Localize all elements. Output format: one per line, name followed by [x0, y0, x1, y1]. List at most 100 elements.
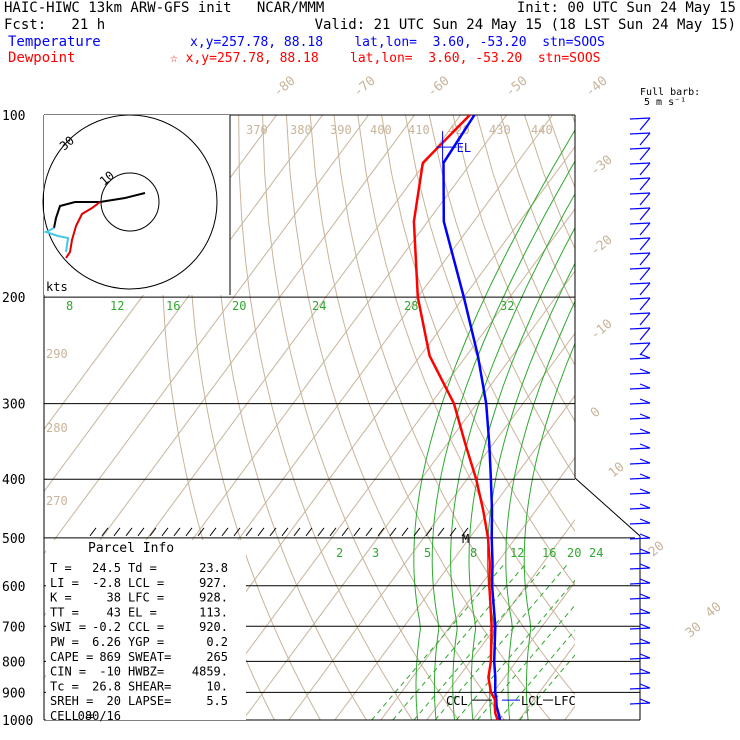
parcel-info-cell: SREH =	[50, 694, 93, 708]
wind-barb-shaft	[639, 162, 651, 176]
wind-barb-flag	[629, 672, 651, 675]
wind-barb-flag	[629, 687, 651, 690]
isotherm-label: 40	[703, 600, 725, 622]
hodograph-unit-label: kts	[46, 280, 68, 294]
parcel-info-cell: CELL =	[50, 709, 93, 723]
hatch-mark	[161, 527, 169, 537]
parcel-info-cell: 080/16	[78, 709, 121, 723]
isotherm-label: 0	[588, 405, 604, 422]
mixing-ratio-line	[371, 562, 506, 720]
mixing-ratio-line	[434, 562, 570, 720]
parcel-info-cell: 265	[206, 650, 228, 664]
wind-barb-shaft	[639, 132, 651, 146]
parcel-info-cell: -0.2	[92, 620, 121, 634]
parcel-info-cell: 0.2	[206, 635, 228, 649]
mixing-ratio-label: 2	[336, 546, 343, 560]
wind-barb-shaft	[639, 533, 651, 539]
wind-barb-shaft	[639, 368, 651, 374]
isotherm-label: -80	[271, 73, 299, 100]
wind-barb-shaft	[639, 623, 651, 629]
dry-adiabat-line	[381, 115, 575, 587]
parcel-info-cell: 24.5	[92, 561, 121, 575]
parcel-info-cell: -2.8	[92, 576, 121, 590]
wind-barb-flag	[629, 267, 651, 270]
lcl-label: LCL	[521, 694, 543, 708]
parcel-info-cell: LI =	[50, 576, 79, 590]
parcel-info-cell: 43	[107, 605, 121, 619]
wind-barb-flag	[629, 567, 651, 570]
parcel-info-cell: K =	[50, 591, 72, 605]
hatch-mark	[341, 527, 349, 537]
hatch-mark	[305, 527, 313, 537]
wind-barb-flag	[629, 627, 651, 630]
hatch-mark	[125, 527, 133, 537]
wind-barb-shaft	[639, 237, 651, 251]
dry-adiabat-label: 420	[448, 123, 470, 137]
wind-barb-shaft	[639, 608, 651, 614]
wind-barb-flag	[629, 132, 651, 135]
hatch-mark	[209, 527, 217, 537]
wind-barb-flag	[629, 522, 651, 525]
temperature-profile	[442, 114, 502, 721]
parcel-info-cell: TT =	[50, 605, 79, 619]
wind-barb-shaft	[639, 312, 651, 326]
dry-adiabat-label: 430	[489, 123, 511, 137]
hatch-mark	[329, 527, 337, 537]
dry-adiabat-line	[620, 115, 740, 720]
wind-barb-shaft	[639, 222, 651, 236]
temperature-legend-info: x,y=257.78, 88.18 lat,lon= 3.60, -53.20 …	[190, 35, 605, 50]
moist-adiabat-label: 20	[232, 299, 246, 313]
hatch-mark	[257, 527, 265, 537]
wind-barb-shaft	[639, 147, 651, 161]
hodograph-background	[44, 115, 230, 295]
wind-barb-shaft	[639, 177, 651, 191]
isotherm-line	[426, 518, 575, 720]
pressure-label: 1000	[2, 714, 33, 729]
hatch-mark	[401, 527, 409, 537]
parcel-info-cell: PW =	[50, 635, 79, 649]
hodograph-ring-outer	[42, 114, 218, 290]
wind-barb-shaft	[639, 383, 651, 389]
wind-barb-shaft	[639, 282, 651, 296]
parcel-info-cell: T =	[50, 561, 72, 575]
isotherm-line	[242, 270, 575, 720]
wind-barb-flag	[629, 537, 651, 540]
dry-adiabat-line	[500, 115, 575, 309]
wind-barb-flag	[629, 552, 651, 555]
pressure-label: 900	[2, 686, 25, 701]
wind-barb-shaft	[639, 267, 651, 281]
wind-barb-shaft	[639, 593, 651, 599]
moist-adiabat-label: 24	[312, 299, 326, 313]
parcel-info-cell: SWEAT=	[128, 650, 171, 664]
right-axis-skew	[574, 477, 641, 537]
hatch-mark	[317, 527, 325, 537]
mixing-ratio-line	[392, 562, 527, 720]
pressure-label: 600	[2, 580, 25, 595]
isotherm-label: -50	[503, 73, 531, 100]
pressure-label: 400	[2, 473, 25, 488]
wind-barb-shaft	[639, 668, 651, 674]
parcel-info-cell: 869	[99, 650, 121, 664]
mixing-ratio-line	[498, 629, 575, 720]
pressure-label: 100	[2, 109, 25, 124]
hatch-mark	[197, 527, 205, 537]
hatch-mark	[449, 527, 457, 537]
parcel-info-cell: LAPSE=	[128, 694, 171, 708]
wind-barb-flag	[629, 222, 651, 225]
wind-barb-shaft	[639, 413, 651, 419]
hatch-mark	[437, 527, 445, 537]
parcel-info-cell: CAPE =	[50, 650, 93, 664]
isotherm-line	[564, 705, 575, 720]
dry-adiabat-label: 440	[531, 123, 553, 137]
hatch-mark	[281, 527, 289, 537]
isotherm-line	[472, 581, 575, 720]
parcel-info-cell: 927.	[199, 576, 228, 590]
isotherm-label: 20	[646, 539, 668, 561]
isotherm-line	[288, 332, 575, 720]
temperature-legend-label: Temperature	[8, 34, 101, 50]
mixing-ratio-label: 24	[589, 546, 603, 560]
moist-adiabat-line	[486, 262, 575, 720]
barb-legend-unit: 5 m s⁻¹	[644, 97, 686, 108]
wind-barb-shaft	[639, 488, 651, 494]
hatch-mark	[245, 527, 253, 537]
